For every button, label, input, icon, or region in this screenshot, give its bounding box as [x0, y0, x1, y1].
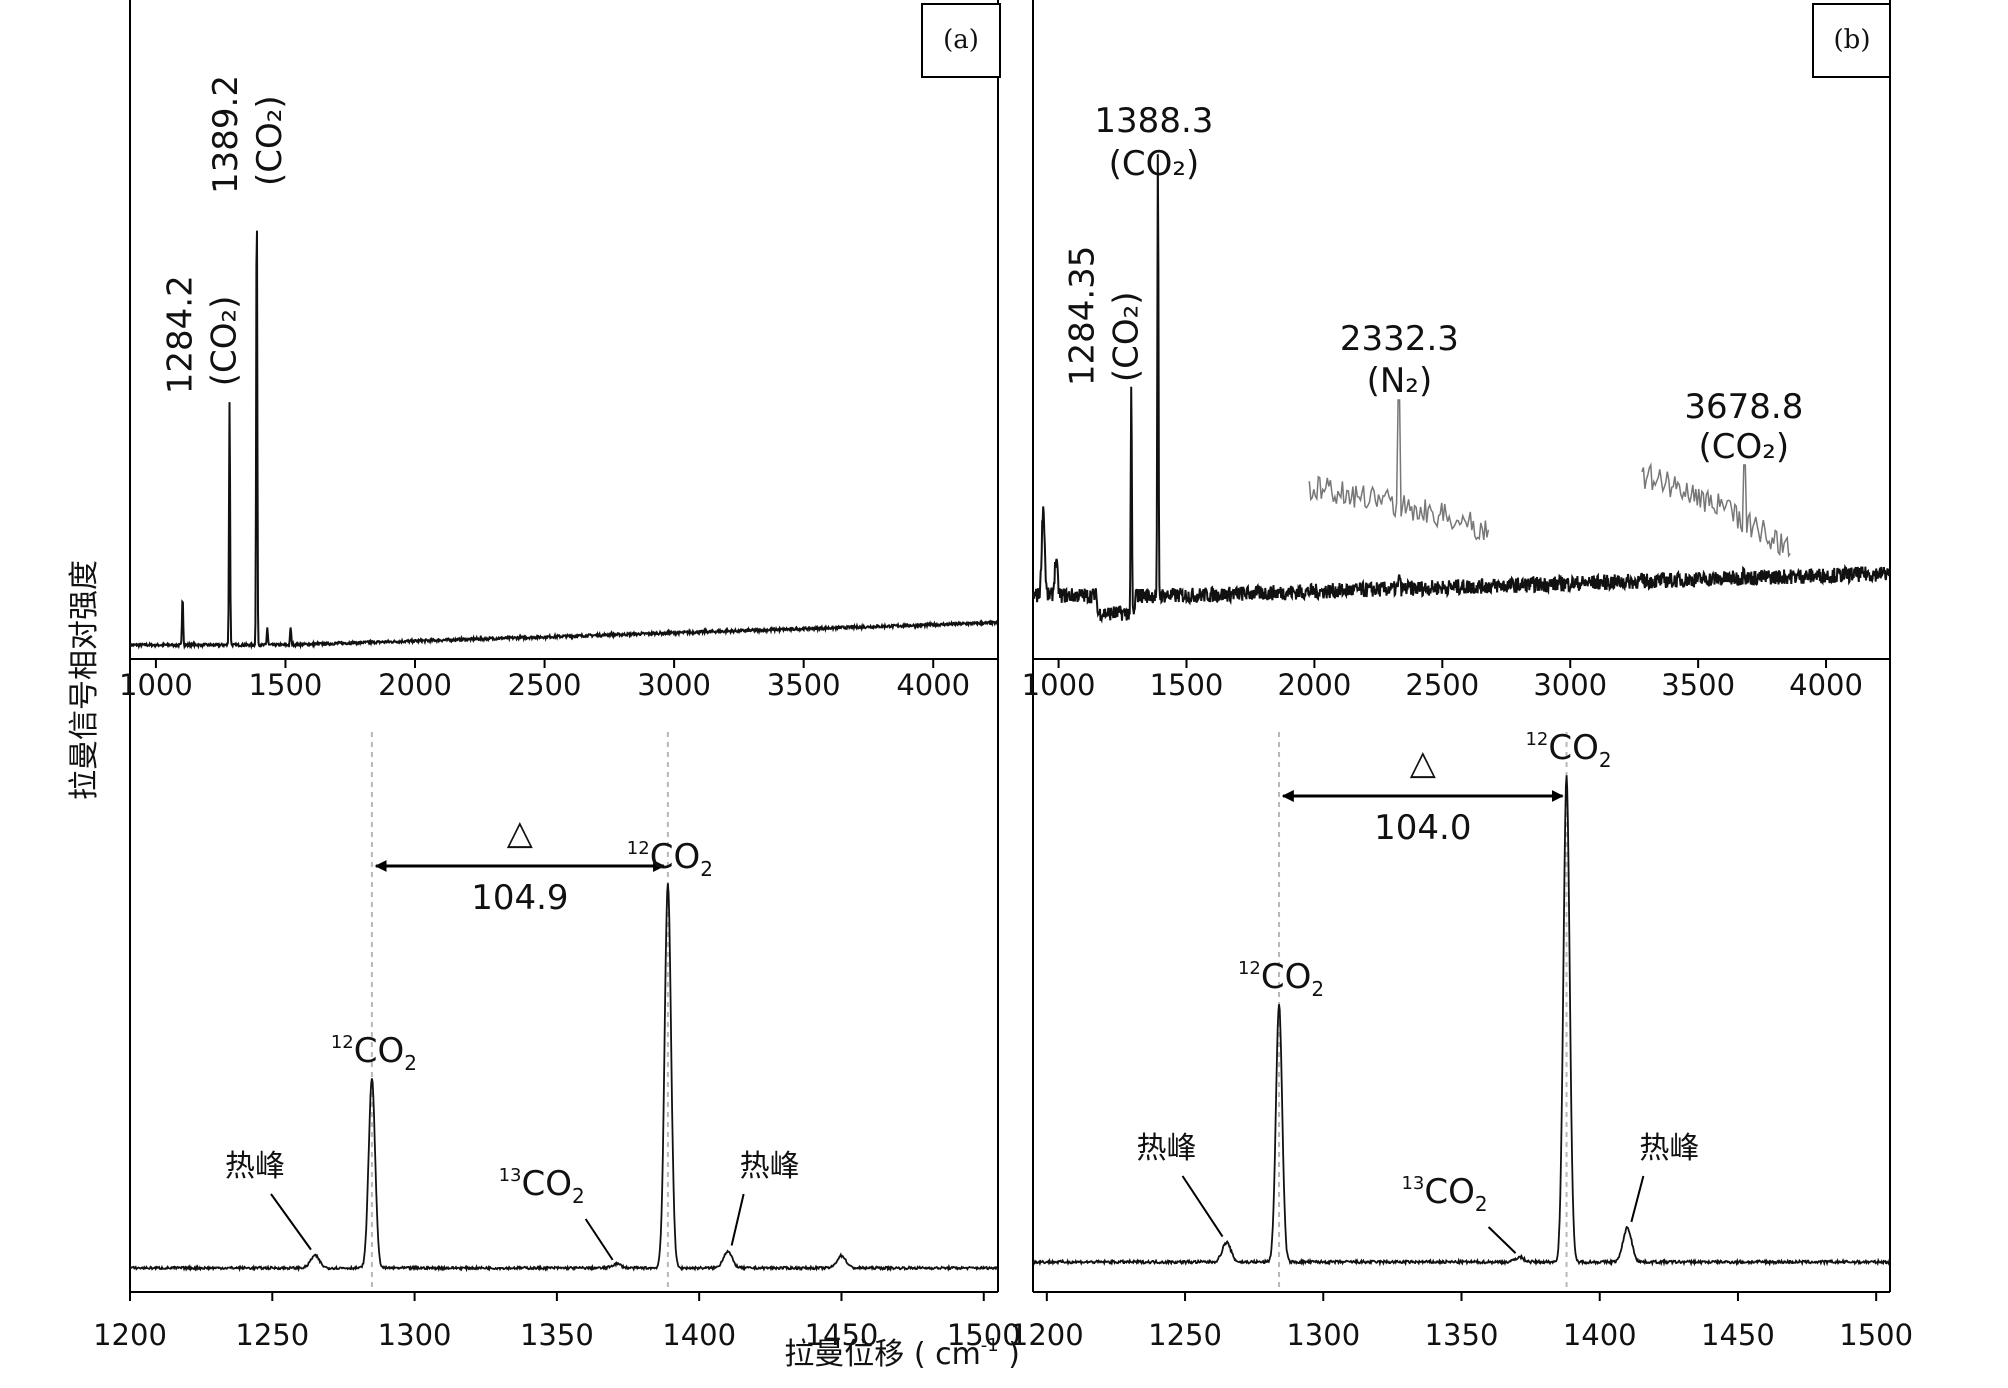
peak-label-1389.2: 1389.2: [206, 75, 246, 194]
x-tick-label: 3000: [637, 668, 711, 702]
x-tick-label: 1300: [378, 1318, 452, 1352]
c13-peak-pointer: [1487, 1226, 1517, 1254]
peak-species-1389.2: (CO₂): [250, 95, 290, 186]
panel-a-tag: (a): [943, 25, 979, 55]
x-tick-label: 4000: [1789, 668, 1863, 702]
inset-spectrum-3678.8: [1641, 462, 1791, 558]
y-axis-title: 拉曼信号相对强度: [67, 560, 102, 800]
c13-peak-label: 13CO2: [1401, 1172, 1487, 1216]
x-tick-label: 3000: [1533, 668, 1607, 702]
spectrum-a-bottom: [129, 883, 999, 1273]
delta-symbol: △: [1410, 743, 1437, 783]
x-tick-label: 1250: [235, 1318, 309, 1352]
x-tick-label: 1000: [1022, 668, 1096, 702]
x-tick-label: 1350: [520, 1318, 594, 1352]
inset-label-3678.8: 3678.8: [1684, 387, 1803, 427]
c12-peak-label: 12CO2: [331, 1031, 417, 1075]
heat-peak-label: 热峰: [1639, 1131, 1699, 1166]
panel-b-tag-box: (b): [1812, 3, 1891, 78]
peak-species-1284.2: (CO₂): [205, 296, 245, 387]
delta-symbol: △: [507, 813, 534, 853]
c12-peak-label: 12CO2: [1525, 728, 1611, 772]
peak-label-1284.35: 1284.35: [1062, 246, 1102, 387]
panel-b-tag: (b): [1834, 25, 1871, 55]
c13-peak-label: 13CO2: [499, 1164, 585, 1208]
peak-species-1284.35: (CO₂): [1106, 291, 1146, 382]
heat-peak-pointer: [730, 1193, 745, 1246]
spectrum-b-bottom: [1032, 775, 1891, 1267]
inset-label-2332.3: 2332.3: [1340, 319, 1459, 359]
inset-species-2332.3: (N₂): [1367, 361, 1433, 401]
x-tick-label: 3500: [767, 668, 841, 702]
c12-peak-label: 12CO2: [1238, 957, 1324, 1001]
x-tick-label: 1400: [1563, 1318, 1637, 1352]
c13-peak-pointer: [584, 1218, 614, 1261]
inset-species-3678.8: (CO₂): [1699, 427, 1790, 467]
x-tick-label: 1500: [1839, 1318, 1913, 1352]
x-tick-label: 1000: [119, 668, 193, 702]
delta-value: 104.0: [1374, 808, 1471, 848]
delta-value: 104.9: [471, 878, 568, 918]
panel-b-frame: [1032, 0, 1891, 1293]
inset-spectrum-2332.3: [1308, 399, 1490, 541]
x-tick-label: 4000: [896, 668, 970, 702]
x-tick-label: 1400: [662, 1318, 736, 1352]
peak-label-1388.3: 1388.3: [1094, 101, 1213, 141]
heat-peak-pointer: [270, 1193, 312, 1251]
x-tick-label: 1500: [947, 1318, 1021, 1352]
x-tick-label: 1250: [1148, 1318, 1222, 1352]
heat-peak-pointer: [1181, 1175, 1224, 1238]
x-tick-label: 1200: [93, 1318, 167, 1352]
x-tick-label: 2500: [1405, 668, 1479, 702]
x-tick-label: 1350: [1425, 1318, 1499, 1352]
x-tick-label: 1200: [1010, 1318, 1084, 1352]
peak-species-1388.3: (CO₂): [1109, 144, 1200, 184]
spectrum-lines: [129, 154, 1891, 1273]
heat-peak-label: 热峰: [740, 1149, 800, 1184]
x-tick-label: 3500: [1661, 668, 1735, 702]
x-tick-label: 2500: [508, 668, 582, 702]
spectrum-a-survey: [129, 230, 999, 651]
spectrum-b-survey: [1032, 154, 1891, 624]
peak-label-1284.2: 1284.2: [161, 275, 201, 394]
x-tick-label: 1500: [249, 668, 323, 702]
x-axis-title: 拉曼位移 ( cm-1 ): [784, 1335, 1020, 1372]
heat-peak-label: 热峰: [225, 1149, 285, 1184]
x-tick-label: 1500: [1150, 668, 1224, 702]
heat-peak-label: 热峰: [1137, 1131, 1197, 1166]
heat-peak-pointer: [1630, 1175, 1645, 1223]
x-tick-label: 1450: [805, 1318, 879, 1352]
x-tick-label: 1300: [1286, 1318, 1360, 1352]
c12-peak-label: 12CO2: [627, 837, 713, 881]
panel-a-tag-box: (a): [921, 3, 1001, 78]
x-tick-label: 2000: [378, 668, 452, 702]
x-tick-label: 2000: [1277, 668, 1351, 702]
x-tick-label: 1450: [1701, 1318, 1775, 1352]
